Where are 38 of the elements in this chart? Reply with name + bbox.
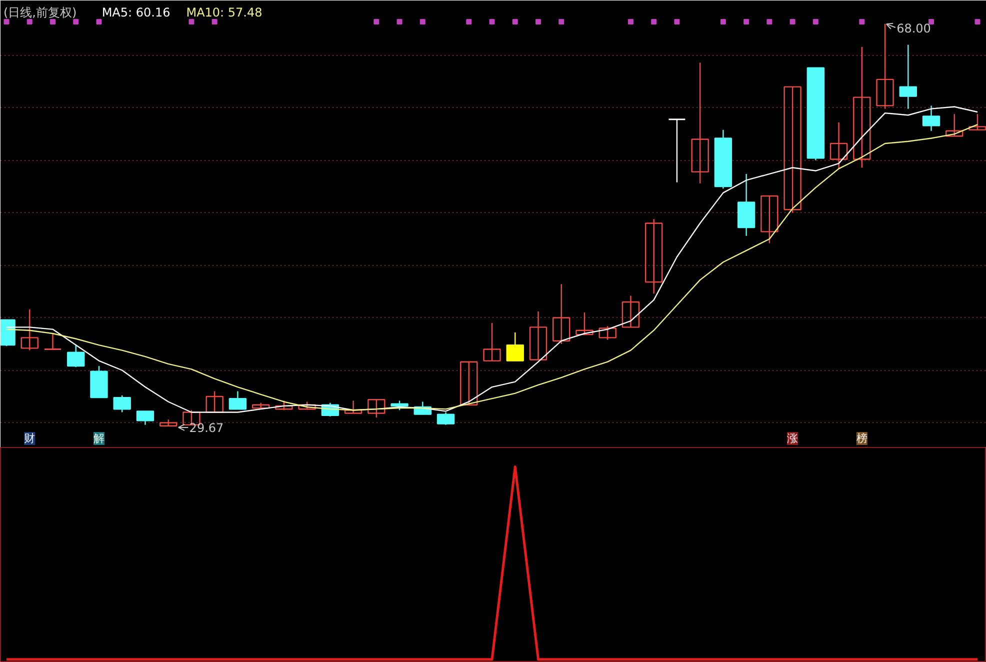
candlestick [44,332,62,350]
text: MA5: 60.16 [102,6,170,20]
candlestick [228,390,247,410]
chart-title: (日线,前复权) [4,6,77,20]
candlestick [529,310,548,360]
candlestick [460,361,478,406]
text: 解 [93,432,104,445]
candlestick [644,218,663,294]
candlestick [483,322,501,362]
candlestick [622,295,640,328]
candlestick [67,344,85,368]
candlestick [436,412,455,426]
candlestick [899,44,917,110]
annotation: 68.00 [896,22,931,36]
candlestick [390,400,408,411]
candlestick [922,105,940,132]
candlestick [506,332,524,362]
candlestick [113,394,131,413]
text: 涨 [787,432,798,445]
candlestick [830,122,848,170]
candlestick [784,86,802,214]
candlestick [760,195,778,244]
candlestick [275,400,293,411]
candlestick [853,46,871,168]
candlestick [968,113,986,130]
candlestick [368,399,386,418]
candlestick [946,113,964,137]
text: 财 [24,432,36,445]
candlestick [552,284,570,345]
candlestick [598,326,616,340]
annotation: 29.67 [189,420,224,435]
candlestick [576,312,594,336]
candlestick [136,410,154,426]
candlestick [20,308,38,351]
candlestick [668,118,686,183]
text: MA10: 57.48 [186,6,262,20]
candlestick [691,62,709,184]
text: 榜 [856,432,868,445]
